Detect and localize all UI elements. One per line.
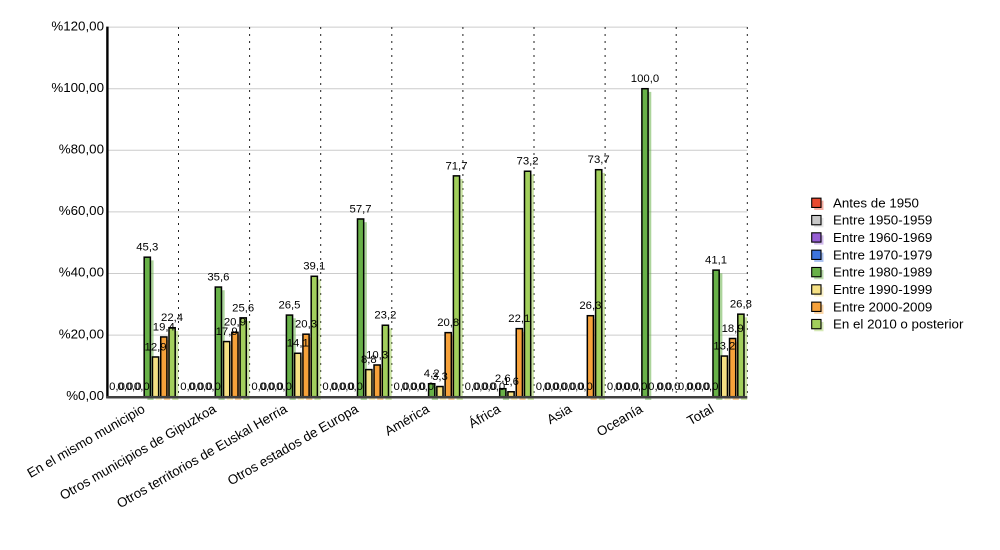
svg-text:Entre 1980-1989: Entre 1980-1989 — [833, 265, 932, 280]
svg-text:45,3: 45,3 — [136, 242, 158, 254]
svg-text:Entre 1950-1959: Entre 1950-1959 — [833, 213, 932, 228]
svg-text:Entre 1960-1969: Entre 1960-1969 — [833, 230, 932, 245]
svg-text:8,8: 8,8 — [361, 354, 377, 366]
svg-text:0,0: 0,0 — [197, 381, 213, 393]
svg-text:0,0: 0,0 — [536, 381, 552, 393]
svg-text:Entre 2000-2009: Entre 2000-2009 — [833, 299, 932, 314]
svg-text:0,0: 0,0 — [552, 381, 568, 393]
svg-text:26,5: 26,5 — [278, 299, 300, 311]
svg-text:0,0: 0,0 — [577, 381, 593, 393]
svg-text:%60,00: %60,00 — [59, 203, 104, 218]
svg-text:0,0: 0,0 — [117, 381, 133, 393]
svg-text:Entre 1990-1999: Entre 1990-1999 — [833, 282, 932, 297]
svg-text:%20,00: %20,00 — [59, 326, 104, 341]
svg-text:0,0: 0,0 — [656, 381, 672, 393]
svg-text:2,6: 2,6 — [495, 373, 511, 385]
svg-text:17,9: 17,9 — [216, 326, 238, 338]
svg-text:0,0: 0,0 — [561, 381, 577, 393]
svg-text:22,1: 22,1 — [508, 313, 530, 325]
svg-text:71,7: 71,7 — [445, 160, 467, 172]
svg-text:0,0: 0,0 — [276, 381, 292, 393]
svg-text:0,0: 0,0 — [251, 381, 267, 393]
svg-text:0,0: 0,0 — [418, 381, 434, 393]
svg-text:18,9: 18,9 — [722, 323, 744, 335]
svg-text:0,0: 0,0 — [394, 381, 410, 393]
svg-text:1,6: 1,6 — [503, 376, 519, 388]
svg-text:20,9: 20,9 — [224, 317, 246, 329]
svg-text:0,0: 0,0 — [347, 381, 363, 393]
svg-text:0,0: 0,0 — [331, 381, 347, 393]
svg-text:0,0: 0,0 — [686, 381, 702, 393]
svg-text:100,0: 100,0 — [631, 73, 659, 85]
svg-text:0,0: 0,0 — [632, 381, 648, 393]
svg-text:12,9: 12,9 — [145, 341, 167, 353]
svg-text:26,3: 26,3 — [579, 300, 601, 312]
svg-text:0,0: 0,0 — [569, 381, 585, 393]
svg-text:0,0: 0,0 — [607, 381, 623, 393]
svg-text:41,1: 41,1 — [705, 255, 727, 267]
svg-text:73,7: 73,7 — [588, 154, 610, 166]
svg-text:0,0: 0,0 — [678, 381, 694, 393]
svg-text:0,0: 0,0 — [465, 381, 481, 393]
svg-text:14,1: 14,1 — [287, 338, 309, 350]
svg-text:22,4: 22,4 — [161, 312, 183, 324]
svg-text:23,2: 23,2 — [374, 310, 396, 322]
svg-text:0,0: 0,0 — [126, 381, 142, 393]
svg-text:0,0: 0,0 — [205, 381, 221, 393]
svg-text:13,2: 13,2 — [713, 340, 735, 352]
svg-text:0,0: 0,0 — [489, 381, 505, 393]
svg-text:25,6: 25,6 — [232, 302, 254, 314]
svg-text:0,0: 0,0 — [260, 381, 276, 393]
svg-text:0,0: 0,0 — [410, 381, 426, 393]
svg-text:En el 2010 o posterior: En el 2010 o posterior — [833, 317, 964, 332]
svg-text:73,2: 73,2 — [517, 156, 539, 168]
svg-text:0,0: 0,0 — [268, 381, 284, 393]
svg-text:26,8: 26,8 — [730, 299, 752, 311]
svg-text:39,1: 39,1 — [303, 261, 325, 273]
svg-text:19,4: 19,4 — [153, 321, 175, 333]
svg-text:0,0: 0,0 — [134, 381, 150, 393]
svg-text:0,0: 0,0 — [180, 381, 196, 393]
svg-text:0,0: 0,0 — [339, 381, 355, 393]
svg-text:10,3: 10,3 — [366, 349, 388, 361]
svg-text:0,0: 0,0 — [703, 381, 719, 393]
svg-text:Antes de 1950: Antes de 1950 — [833, 195, 919, 210]
svg-text:0,0: 0,0 — [322, 381, 338, 393]
svg-text:0,0: 0,0 — [615, 381, 631, 393]
svg-text:%40,00: %40,00 — [59, 265, 104, 280]
svg-text:%80,00: %80,00 — [59, 142, 104, 157]
svg-text:%0,00: %0,00 — [66, 388, 104, 403]
svg-text:0,0: 0,0 — [623, 381, 639, 393]
svg-text:Entre 1970-1979: Entre 1970-1979 — [833, 247, 932, 262]
svg-text:%100,00: %100,00 — [51, 80, 104, 95]
svg-text:4,2: 4,2 — [424, 368, 440, 380]
svg-text:0,0: 0,0 — [188, 381, 204, 393]
svg-text:3,3: 3,3 — [432, 371, 448, 383]
svg-text:20,8: 20,8 — [437, 317, 459, 329]
svg-text:0,0: 0,0 — [665, 381, 681, 393]
svg-text:%120,00: %120,00 — [51, 18, 104, 33]
svg-text:0,0: 0,0 — [109, 381, 125, 393]
svg-text:0,0: 0,0 — [648, 381, 664, 393]
svg-text:0,0: 0,0 — [473, 381, 489, 393]
svg-text:0,0: 0,0 — [544, 381, 560, 393]
svg-text:35,6: 35,6 — [207, 271, 229, 283]
svg-text:20,3: 20,3 — [295, 319, 317, 331]
svg-text:0,0: 0,0 — [481, 381, 497, 393]
svg-text:0,0: 0,0 — [402, 381, 418, 393]
svg-text:57,7: 57,7 — [350, 203, 372, 215]
svg-text:0,0: 0,0 — [694, 381, 710, 393]
